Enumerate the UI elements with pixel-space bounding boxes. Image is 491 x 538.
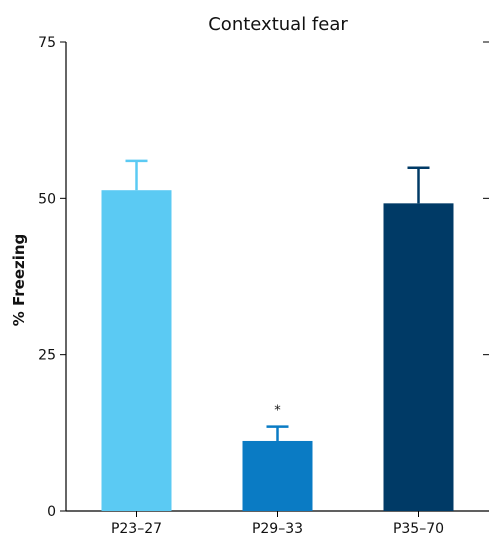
y-tick-label: 0 [47, 504, 56, 520]
plot-area: 0 25 50 75 P23–27 P29–33 * P35–70 [38, 35, 489, 537]
chart-title: Contextual fear [208, 14, 348, 35]
bar [101, 190, 172, 512]
y-tick-label: 75 [38, 35, 56, 51]
y-tick-label: 50 [38, 191, 56, 207]
x-tick-label: P29–33 [252, 521, 303, 537]
bar [242, 440, 313, 511]
y-tick-label: 25 [38, 348, 56, 364]
significance-marker: * [274, 404, 281, 419]
x-tick-label: P35–70 [393, 521, 444, 537]
y-axis-label: % Freezing [10, 234, 28, 327]
bar [383, 203, 454, 511]
x-tick-label: P23–27 [111, 521, 162, 537]
